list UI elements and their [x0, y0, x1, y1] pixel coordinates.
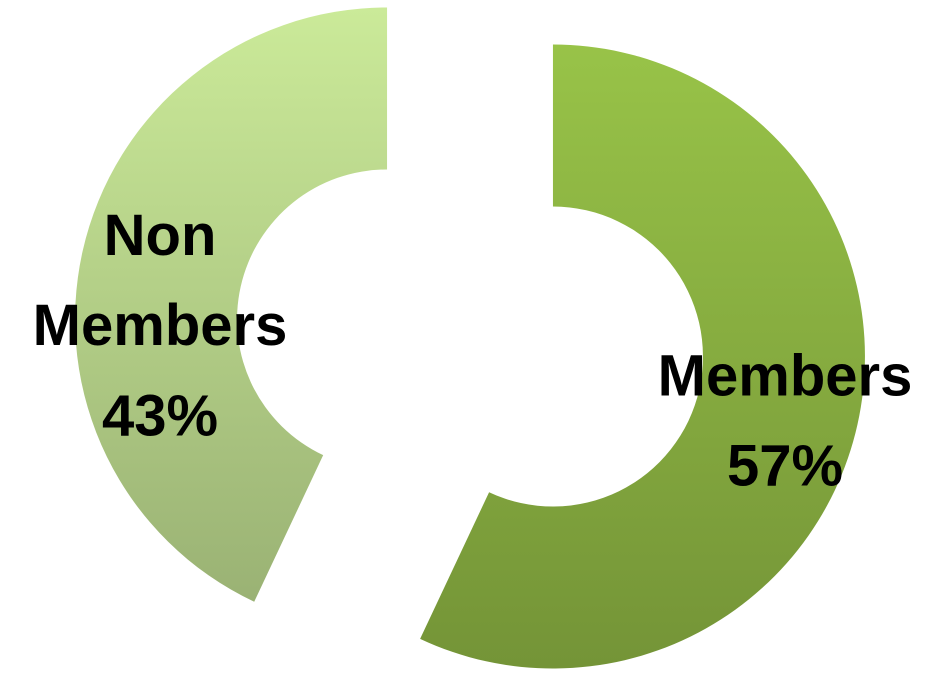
value-label: 57% [727, 433, 843, 498]
segment-label: Members [658, 343, 913, 408]
donut-segment [75, 7, 388, 602]
segment-label: Non Members [33, 203, 288, 358]
donut-segment [420, 44, 865, 669]
value-label: 43% [102, 383, 218, 448]
